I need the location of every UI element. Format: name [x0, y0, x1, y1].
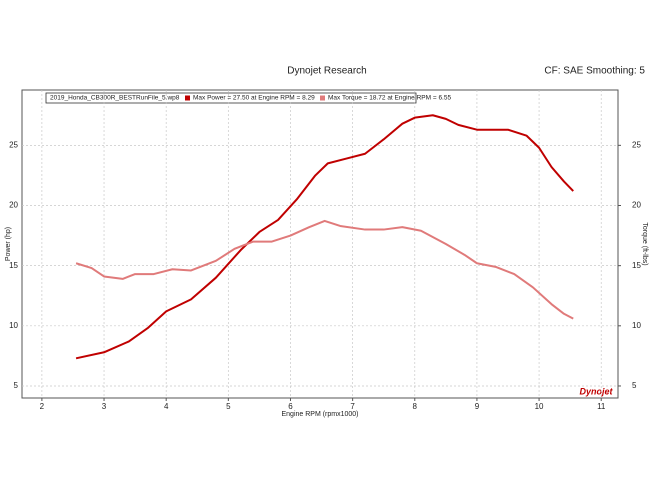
y-tick-label: 25 — [9, 140, 18, 149]
x-tick-label: 3 — [102, 402, 107, 411]
legend-swatch — [320, 95, 325, 101]
x-tick-label: 10 — [535, 402, 544, 411]
plot-frame — [21, 89, 619, 399]
legend-swatch — [185, 95, 190, 101]
legend-title: 2019_Honda_CB300R_BESTRunFile_5.wp8 — [50, 95, 180, 102]
x-tick-label: 7 — [350, 402, 355, 411]
x-tick-label: 4 — [164, 402, 169, 411]
x-tick-label: 11 — [597, 402, 606, 411]
chart-subtitle: CF: SAE Smoothing: 5 — [544, 66, 645, 77]
x-tick-label: 8 — [413, 402, 418, 411]
legend-label: Max Power = 27.50 at Engine RPM = 8.29 — [193, 95, 315, 102]
y2-tick-label: 15 — [632, 261, 641, 270]
chart-title: Dynojet Research — [287, 66, 366, 77]
logo: Dynojet — [579, 386, 613, 396]
y-tick-label: 20 — [9, 201, 18, 210]
x-tick-label: 2 — [40, 402, 45, 411]
legend-box — [45, 92, 417, 104]
y-tick-label: 5 — [14, 381, 19, 390]
y-axis-label: Power (hp) — [5, 227, 12, 261]
x-tick-label: 9 — [475, 402, 480, 411]
x-tick-label: 6 — [288, 402, 293, 411]
y2-axis-label: Torque (ft-lbs) — [641, 222, 648, 265]
y2-tick-label: 20 — [632, 201, 641, 210]
y-tick-label: 10 — [9, 321, 18, 330]
y-tick-label: 15 — [9, 261, 18, 270]
y2-tick-label: 5 — [632, 381, 637, 390]
x-axis-label: Engine RPM (rpmx1000) — [281, 411, 358, 418]
series-line — [75, 114, 574, 360]
y2-tick-label: 10 — [632, 321, 641, 330]
legend-label: Max Torque = 18.72 at Engine RPM = 6.55 — [328, 95, 451, 102]
x-tick-label: 5 — [226, 402, 231, 411]
y2-tick-label: 25 — [632, 140, 641, 149]
series-line — [75, 219, 574, 320]
